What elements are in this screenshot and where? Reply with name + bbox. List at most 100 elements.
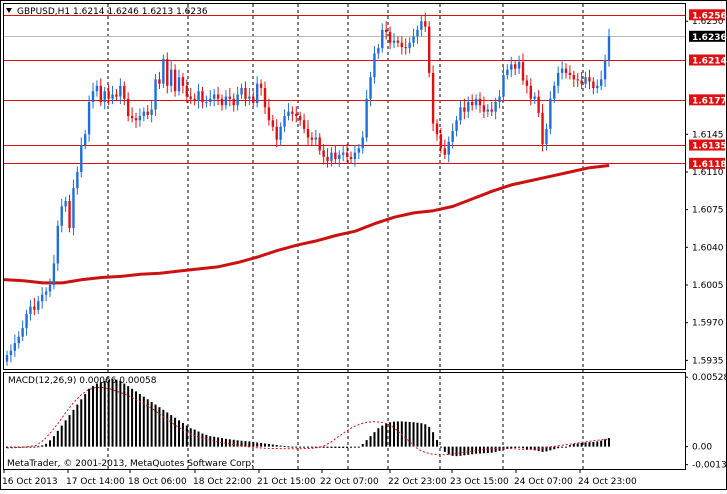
candle-body — [341, 152, 345, 155]
macd-bar — [353, 446, 356, 448]
candle-body — [91, 91, 95, 102]
macd-bar — [565, 446, 567, 448]
macd-bar — [115, 379, 118, 447]
macd-bar — [205, 434, 208, 447]
price-axis: 1.6250 1.6145 1.6110 1.6075 1.6040 1.6005 1.59… — [685, 9, 727, 366]
candle-body — [177, 77, 181, 92]
price-tick-label: 1.5970 — [692, 319, 724, 329]
candle-body — [185, 85, 189, 97]
candle-body — [150, 109, 153, 115]
candle-body — [56, 225, 60, 264]
candle-body — [162, 58, 165, 84]
candle-body — [29, 306, 32, 315]
macd-bar — [307, 446, 309, 448]
candle-body — [494, 101, 497, 112]
macd-bar — [166, 412, 169, 447]
price-level-label: 1.6118 — [692, 160, 727, 170]
candle-body — [314, 137, 318, 140]
candle-body — [537, 96, 540, 113]
time-tick-label: 17 Oct 14:00 — [66, 477, 125, 487]
candle-body — [37, 301, 40, 310]
candle-body — [126, 98, 130, 116]
candle-body — [607, 36, 611, 60]
macd-bar — [447, 446, 450, 455]
macd-bar — [170, 415, 173, 447]
macd-bar — [142, 396, 145, 447]
macd-bar — [33, 446, 36, 448]
candle-body — [588, 77, 591, 82]
candle-body — [334, 152, 337, 160]
macd-bar — [25, 446, 28, 448]
macd-bar — [326, 446, 329, 448]
macd-bar — [404, 421, 407, 447]
macd-bar — [197, 431, 200, 447]
candle-body — [259, 83, 263, 88]
price-level-badge — [689, 139, 725, 151]
candle-body — [549, 98, 552, 129]
macd-bar — [494, 446, 497, 452]
candle-body — [580, 80, 583, 84]
macd-bar — [486, 446, 489, 453]
candle-body — [68, 201, 71, 228]
candle-body — [427, 26, 431, 73]
macd-bar — [572, 444, 575, 447]
candle-body — [115, 94, 118, 97]
candle-body — [486, 109, 490, 112]
macd-bar — [561, 446, 564, 448]
price-tick-label: 1.6040 — [692, 243, 724, 253]
candle-body — [255, 83, 259, 104]
candle-body — [502, 75, 505, 97]
time-tick-label: 21 Oct 15:00 — [257, 477, 316, 487]
candle-body — [318, 137, 321, 151]
macd-bar — [299, 446, 302, 448]
symbol-dropdown-icon[interactable] — [6, 8, 12, 13]
candle-body — [529, 85, 533, 99]
macd-bar — [213, 436, 216, 447]
candle-body — [228, 96, 232, 99]
macd-bar — [287, 446, 290, 448]
price-tick-label: 1.6145 — [692, 130, 724, 140]
macd-bar — [154, 404, 157, 447]
macd-bar — [588, 442, 591, 447]
macd-bar — [56, 430, 59, 447]
candle-body — [584, 77, 587, 84]
time-tick-label: 18 Oct 22:00 — [193, 477, 252, 487]
candle-body — [209, 98, 212, 102]
macd-bar — [361, 444, 364, 447]
price-tick-label: 1.6005 — [692, 281, 724, 291]
macd-bar — [471, 446, 474, 455]
macd-bar — [416, 422, 419, 447]
macd-bar — [443, 446, 446, 452]
candle-body — [541, 112, 544, 144]
macd-bar — [490, 446, 493, 453]
macd-bar — [459, 446, 462, 456]
price-level-label: 1.6256 — [692, 11, 727, 21]
candle-body — [189, 96, 192, 99]
macd-bar — [592, 441, 595, 447]
candle-body — [564, 68, 568, 73]
macd-bar — [357, 446, 360, 448]
macd-bar — [123, 383, 126, 447]
time-axis: 16 Oct 2013 17 Oct 14:00 18 Oct 06:00 18 Oc… — [2, 469, 637, 487]
macd-bar — [475, 446, 478, 454]
candle-body — [232, 98, 235, 106]
macd-bar — [111, 379, 114, 447]
candle-body — [474, 98, 478, 106]
macd-bar — [45, 443, 48, 447]
price-level-badge — [689, 157, 725, 169]
macd-bar — [514, 446, 517, 448]
candle-body — [158, 79, 161, 84]
macd-bar — [369, 436, 372, 447]
price-tick-label: 1.6110 — [692, 168, 724, 178]
time-tick-label: 22 Oct 23:00 — [388, 477, 447, 487]
macd-bar — [150, 401, 153, 447]
macd-bar — [267, 444, 270, 447]
macd-bar — [162, 409, 165, 447]
macd-bar — [342, 446, 345, 448]
candle-body — [166, 58, 169, 86]
macd-bar — [408, 421, 411, 447]
candle-body — [345, 152, 349, 157]
candle-body — [212, 94, 216, 99]
